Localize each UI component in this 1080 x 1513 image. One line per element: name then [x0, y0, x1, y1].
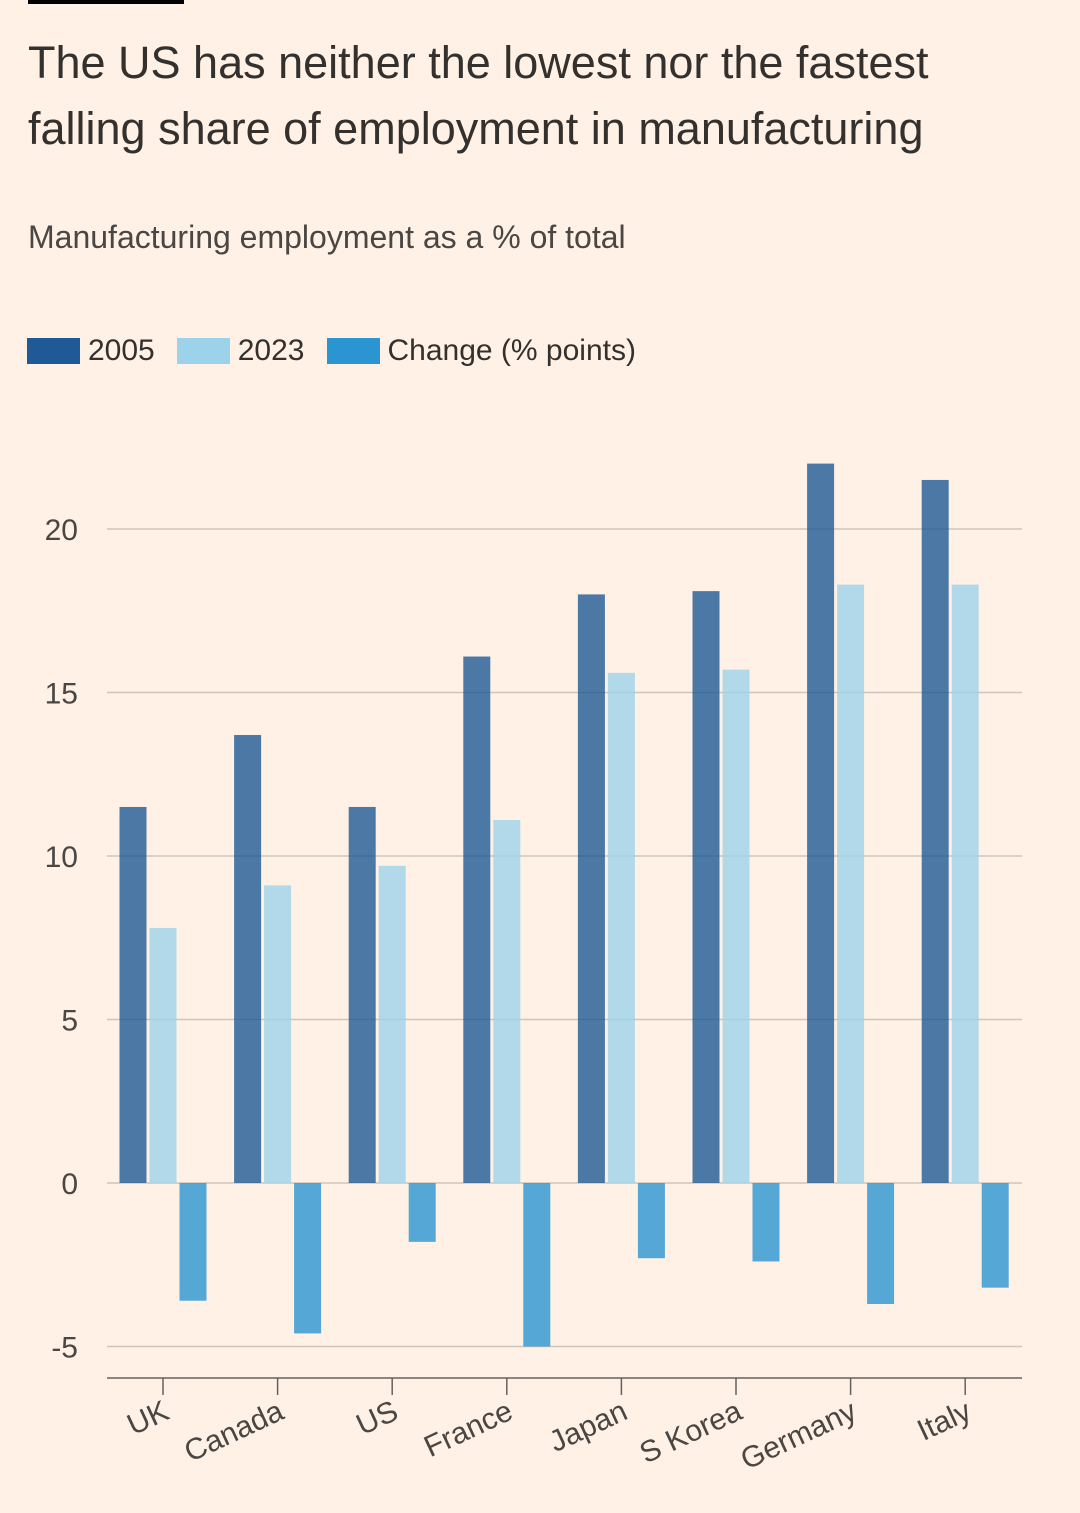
y-tick-label: 0: [61, 1168, 78, 1201]
bar: [807, 463, 835, 1184]
legend-swatch-change: [326, 338, 380, 364]
x-tick-label: Japan: [544, 1394, 632, 1458]
chart-title: The US has neither the lowest nor the fa…: [28, 37, 929, 154]
legend-swatch-2023: [176, 338, 230, 364]
x-tick-label: US: [351, 1394, 403, 1442]
bar: [951, 584, 979, 1183]
chart-subtitle: Manufacturing employment as a % of total: [28, 219, 626, 255]
x-tick-label: UK: [122, 1394, 174, 1442]
bar: [234, 735, 262, 1183]
brand-bar: [28, 0, 184, 4]
chart-legend: 2005 2023 Change (% points): [27, 334, 658, 368]
bar: [921, 479, 949, 1183]
bar: [692, 591, 720, 1183]
bar: [637, 1183, 665, 1259]
legend-item-2005: 2005: [27, 334, 155, 368]
y-tick-label: 10: [45, 841, 78, 874]
bar: [264, 885, 292, 1183]
legend-swatch-2005: [27, 338, 80, 364]
y-tick-label: -5: [51, 1332, 78, 1365]
x-tick-label: S Korea: [635, 1394, 747, 1470]
legend-label-2005: 2005: [88, 334, 155, 367]
x-tick-label: Germany: [736, 1394, 862, 1476]
bar: [493, 820, 521, 1183]
legend-label-change: Change (% points): [387, 334, 636, 367]
bar: [179, 1183, 207, 1301]
x-tick-label: Canada: [179, 1394, 288, 1468]
bar: [607, 672, 635, 1183]
legend-label-2023: 2023: [237, 334, 305, 367]
bar: [722, 669, 750, 1183]
bar: [463, 656, 491, 1183]
bar: [119, 806, 147, 1183]
legend-item-change: Change (% points): [326, 334, 636, 368]
bar: [408, 1183, 436, 1242]
legend-item-2023: 2023: [176, 334, 305, 368]
bar: [149, 927, 177, 1183]
y-tick-label: 5: [61, 1005, 78, 1038]
bar: [348, 806, 376, 1183]
x-tick-label: France: [419, 1394, 518, 1463]
bar: [981, 1183, 1009, 1288]
y-tick-label: 20: [45, 514, 78, 547]
y-tick-label: 15: [45, 678, 78, 711]
bar: [378, 865, 406, 1183]
bar: [523, 1183, 551, 1347]
bar: [752, 1183, 780, 1262]
bar: [837, 584, 865, 1183]
bar: [577, 594, 605, 1183]
x-tick-label: Italy: [912, 1394, 976, 1447]
bar: [867, 1183, 895, 1304]
bar: [294, 1183, 322, 1334]
